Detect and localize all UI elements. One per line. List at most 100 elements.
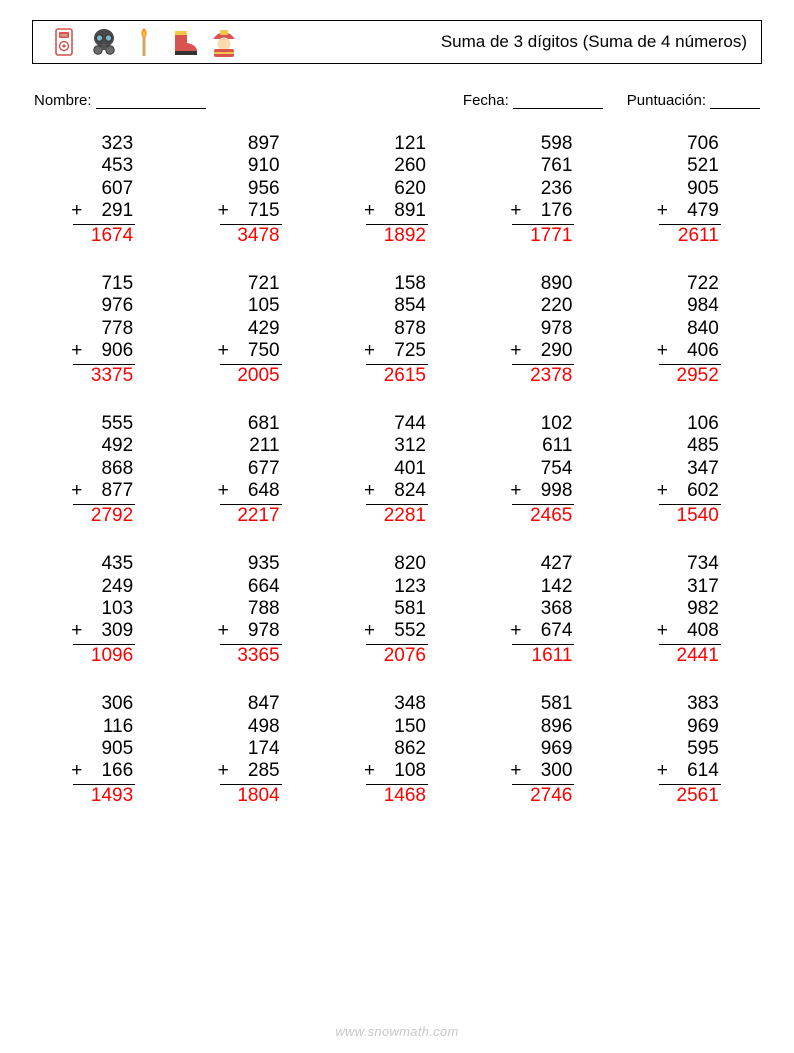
- addend: 236: [512, 178, 574, 200]
- addend: 121: [366, 133, 428, 155]
- addition-problem: 706521905+4792611: [622, 133, 758, 247]
- addition-problem: 435249103+3091096: [36, 553, 172, 667]
- operator: +: [218, 620, 229, 642]
- addition-problem: 715976778+9063375: [36, 273, 172, 387]
- addition-problem: 890220978+2902378: [475, 273, 611, 387]
- answer: 1493: [73, 785, 135, 807]
- addend-last: +715: [220, 200, 282, 222]
- addition-problem: 681211677+6482217: [182, 413, 318, 527]
- addend: 778: [73, 318, 135, 340]
- addend: 453: [73, 155, 135, 177]
- addend: 174: [220, 738, 282, 760]
- addend: 854: [366, 295, 428, 317]
- addend: 722: [659, 273, 721, 295]
- addend: 978: [512, 318, 574, 340]
- addend: 347: [659, 458, 721, 480]
- operator: +: [510, 200, 521, 222]
- answer: 2281: [366, 505, 428, 527]
- addend: 905: [73, 738, 135, 760]
- addend: 427: [512, 553, 574, 575]
- operator: +: [71, 760, 82, 782]
- operator: +: [657, 200, 668, 222]
- addend-last: +750: [220, 340, 282, 362]
- header-icons: FIRE: [47, 25, 241, 59]
- addend-last: +674: [512, 620, 574, 642]
- addend: 840: [659, 318, 721, 340]
- addend: 910: [220, 155, 282, 177]
- header-box: FIRE: [32, 20, 762, 64]
- operator: +: [510, 620, 521, 642]
- addend: 681: [220, 413, 282, 435]
- addend: 106: [659, 413, 721, 435]
- operator: +: [510, 480, 521, 502]
- operator: +: [657, 760, 668, 782]
- worksheet-title: Suma de 3 dígitos (Suma de 4 números): [441, 32, 747, 52]
- addend: 105: [220, 295, 282, 317]
- addition-problem: 722984840+4062952: [622, 273, 758, 387]
- addend: 158: [366, 273, 428, 295]
- addition-problem: 734317982+4082441: [622, 553, 758, 667]
- date-field: Fecha:: [463, 92, 603, 109]
- addend: 761: [512, 155, 574, 177]
- answer: 1540: [659, 505, 721, 527]
- operator: +: [510, 760, 521, 782]
- addend: 498: [220, 716, 282, 738]
- operator: +: [71, 620, 82, 642]
- answer: 3365: [220, 645, 282, 667]
- addend: 620: [366, 178, 428, 200]
- name-field: Nombre:: [34, 92, 206, 109]
- addend: 890: [512, 273, 574, 295]
- operator: +: [218, 200, 229, 222]
- addend: 485: [659, 435, 721, 457]
- addition-problem: 158854878+725 2615: [329, 273, 465, 387]
- addition-problem: 121260620+8911892: [329, 133, 465, 247]
- addend: 677: [220, 458, 282, 480]
- addend-last: +725: [366, 340, 428, 362]
- addend-last: +891: [366, 200, 428, 222]
- addend-last: +877: [73, 480, 135, 502]
- answer: 1804: [220, 785, 282, 807]
- addend-last: +108: [366, 760, 428, 782]
- addend: 862: [366, 738, 428, 760]
- addend: 935: [220, 553, 282, 575]
- answer: 1096: [73, 645, 135, 667]
- answer: 2611: [659, 225, 721, 247]
- addend: 116: [73, 716, 135, 738]
- addend: 788: [220, 598, 282, 620]
- addend: 734: [659, 553, 721, 575]
- operator: +: [657, 340, 668, 362]
- addend: 754: [512, 458, 574, 480]
- info-row: Nombre: Fecha: Puntuación:: [32, 92, 762, 109]
- operator: +: [657, 620, 668, 642]
- addend: 706: [659, 133, 721, 155]
- addend: 878: [366, 318, 428, 340]
- addition-problem: 306116905+1661493: [36, 693, 172, 807]
- addend: 969: [659, 716, 721, 738]
- addition-problem: 744312401+8242281: [329, 413, 465, 527]
- addition-problem: 106485347+6021540: [622, 413, 758, 527]
- answer: 2615: [366, 365, 428, 387]
- addend: 715: [73, 273, 135, 295]
- addend: 847: [220, 693, 282, 715]
- addition-problem: 581896969+3002746: [475, 693, 611, 807]
- answer: 2441: [659, 645, 721, 667]
- addend: 102: [512, 413, 574, 435]
- answer: 2217: [220, 505, 282, 527]
- addend-last: +309: [73, 620, 135, 642]
- worksheet-page: FIRE: [0, 0, 794, 807]
- answer: 1674: [73, 225, 135, 247]
- addition-problem: 427142368+6741611: [475, 553, 611, 667]
- addition-problem: 897910956+7153478: [182, 133, 318, 247]
- addend: 721: [220, 273, 282, 295]
- problems-grid: 323453607+2911674897910956+7153478121260…: [32, 133, 762, 807]
- addend: 401: [366, 458, 428, 480]
- addend-last: +614: [659, 760, 721, 782]
- answer: 2378: [512, 365, 574, 387]
- operator: +: [218, 340, 229, 362]
- firefighter-icon: [207, 25, 241, 59]
- addend: 581: [512, 693, 574, 715]
- addend: 142: [512, 576, 574, 598]
- addend-last: +479: [659, 200, 721, 222]
- addend-last: +648: [220, 480, 282, 502]
- name-label: Nombre:: [34, 92, 92, 109]
